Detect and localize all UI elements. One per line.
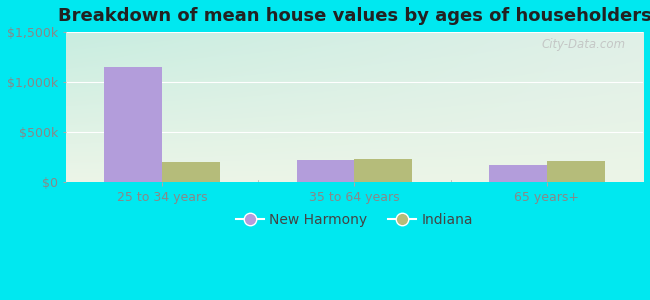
- Bar: [489, 165, 547, 182]
- Title: Breakdown of mean house values by ages of householders: Breakdown of mean house values by ages o…: [57, 7, 650, 25]
- Bar: [547, 161, 604, 182]
- Bar: [162, 162, 220, 182]
- Text: City-Data.com: City-Data.com: [541, 38, 626, 51]
- Bar: [354, 159, 412, 182]
- Bar: [296, 160, 354, 182]
- Legend: New Harmony, Indiana: New Harmony, Indiana: [230, 207, 478, 232]
- Bar: [104, 67, 162, 182]
